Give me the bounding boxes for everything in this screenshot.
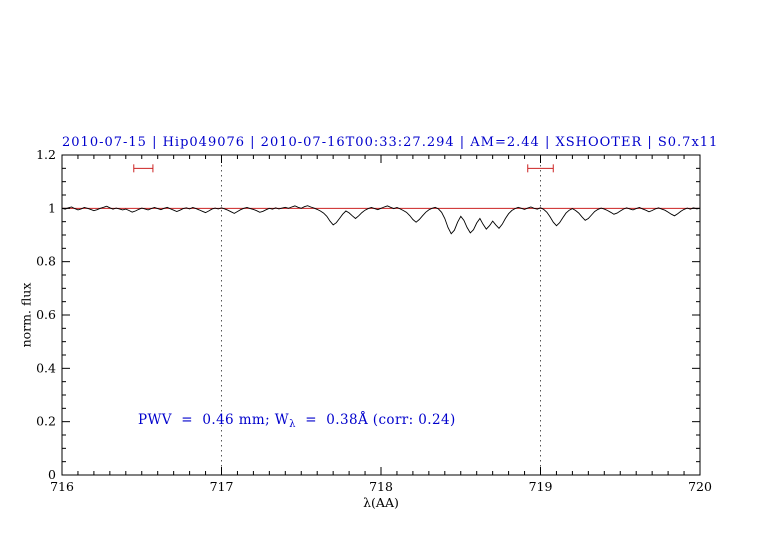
spectrum-line — [61, 205, 701, 235]
annotation-lambda-subscript: λ — [289, 419, 296, 430]
x-axis-label: λ(AA) — [363, 495, 399, 510]
annotation-text-lead: PWV = 0.46 mm; W — [138, 412, 290, 428]
x-tick-label: 720 — [688, 479, 712, 494]
x-tick-label: 717 — [210, 479, 234, 494]
y-tick-label: 0.6 — [36, 307, 56, 322]
y-tick-label: 1.2 — [36, 147, 56, 162]
y-tick-label: 0.4 — [36, 360, 56, 375]
plot-title: 2010-07-15 | Hip049076 | 2010-07-16T00:3… — [62, 135, 719, 150]
x-tick-label: 716 — [50, 479, 74, 494]
y-tick-label: 1 — [48, 200, 56, 215]
annotation-text-tail: = 0.38Å (corr: 0.24) — [295, 412, 456, 428]
y-axis-label: norm. flux — [18, 282, 34, 348]
y-tick-label: 0.2 — [36, 414, 56, 429]
pwv-annotation: PWV = 0.46 mm; Wλ = 0.38Å (corr: 0.24) — [138, 412, 456, 430]
y-tick-label: 0 — [48, 467, 56, 482]
y-tick-label: 0.8 — [36, 254, 56, 269]
x-tick-label: 719 — [529, 479, 553, 494]
x-tick-label: 718 — [369, 479, 393, 494]
